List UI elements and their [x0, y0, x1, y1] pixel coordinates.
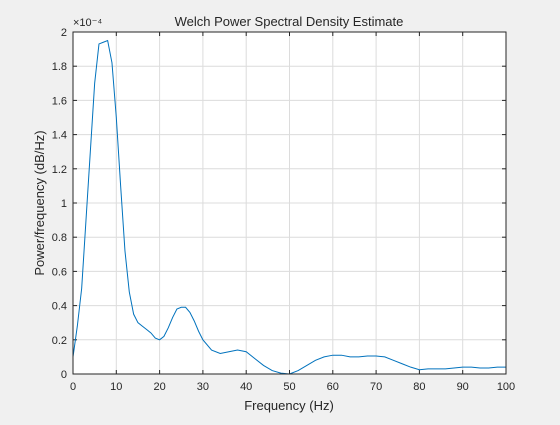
- x-tick-label: 20: [153, 381, 165, 393]
- y-exponent-label: ×10⁻⁴: [73, 17, 102, 29]
- x-tick-label: 60: [327, 381, 339, 393]
- x-tick-label: 30: [197, 381, 209, 393]
- chart-title: Welch Power Spectral Density Estimate: [175, 14, 404, 29]
- y-tick-label: 0.6: [52, 266, 67, 278]
- x-tick-label: 80: [413, 381, 425, 393]
- psd-series-line: [72, 39, 506, 375]
- y-tick-label: 2: [61, 27, 67, 39]
- x-tick-label: 40: [240, 381, 252, 393]
- x-axis-label: Frequency (Hz): [244, 398, 334, 413]
- y-tick-label: 1.6: [52, 95, 67, 107]
- plot-frame: [72, 31, 507, 375]
- x-tick-labels: 0 10 20 30 40 50 60 70 80 90 100: [70, 381, 515, 393]
- y-tick-labels: 0 0.2 0.4 0.6 0.8 1 1.2 1.4 1.6 1.8 2: [52, 27, 67, 381]
- y-axis-label: Power/frequency (dB/Hz): [32, 130, 47, 275]
- y-tick-label: 0.4: [52, 301, 67, 313]
- y-tick-label: 1: [61, 198, 67, 210]
- x-tick-label: 50: [283, 381, 295, 393]
- y-tick-label: 0: [61, 369, 67, 381]
- y-tick-label: 1.4: [52, 130, 67, 142]
- x-tick-label: 10: [110, 381, 122, 393]
- x-tick-label: 0: [70, 381, 76, 393]
- y-tick-label: 1.2: [52, 164, 67, 176]
- y-tick-label: 0.2: [52, 335, 67, 347]
- x-tick-label: 100: [497, 381, 515, 393]
- x-tick-label: 70: [370, 381, 382, 393]
- x-tick-label: 90: [457, 381, 469, 393]
- y-tick-label: 0.8: [52, 232, 67, 244]
- y-tick-label: 1.8: [52, 61, 67, 73]
